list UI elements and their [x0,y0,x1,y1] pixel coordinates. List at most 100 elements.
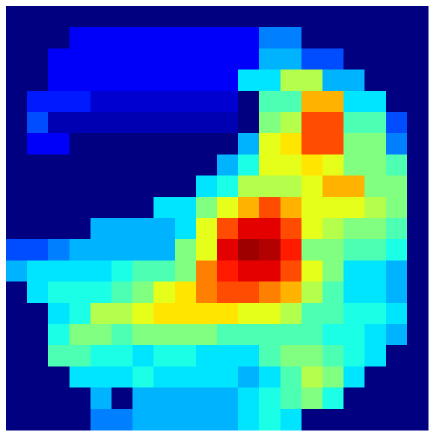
heatmap-cell [90,69,112,92]
heatmap-cell [195,27,218,49]
heatmap-cell [174,260,197,283]
heatmap-cell [343,281,366,304]
heatmap-cell [111,408,134,431]
heatmap-cell [111,112,134,134]
heatmap-cell [6,408,28,431]
heatmap-cell [238,408,260,431]
heatmap-cell [174,218,197,240]
heatmap-cell [238,345,260,367]
heatmap-cell [174,281,197,304]
heatmap-cell [322,218,345,240]
heatmap-cell [406,345,429,367]
heatmap-cell [174,408,197,431]
heatmap-cell [322,302,345,325]
heatmap-cell [90,133,112,155]
heatmap-cell [132,345,155,367]
heatmap-cell [385,239,408,261]
heatmap-cell [153,27,176,49]
heatmap-cell [195,133,218,155]
heatmap-cell [280,196,302,219]
heatmap-cell [132,260,155,283]
heatmap-cell [364,175,387,198]
heatmap-cell [174,48,197,71]
heatmap-cell [195,260,218,283]
heatmap-cell [174,112,197,134]
heatmap-cell [280,175,302,198]
heatmap-cell [238,260,260,283]
heatmap-cell [406,239,429,261]
heatmap-cell [280,302,302,325]
heatmap-cell [6,366,28,389]
heatmap-cell [153,324,176,346]
heatmap-cell [301,133,323,155]
heatmap-cell [6,324,28,346]
heatmap-cell [111,27,134,49]
heatmap-cell [322,133,345,155]
heatmap-cell [217,154,239,177]
heatmap-cell [217,175,239,198]
heatmap-cell [69,90,91,113]
heatmap-cell [385,260,408,283]
heatmap-cell [27,281,49,304]
heatmap-cell [322,6,345,28]
heatmap-cell [90,366,112,389]
heatmap-cell [364,387,387,410]
heatmap-cell [280,154,302,177]
heatmap-cell [153,90,176,113]
heatmap-cell [90,218,112,240]
heatmap-cell [343,218,366,240]
heatmap-cell [48,196,70,219]
heatmap-cell [385,302,408,325]
heatmap-cell [301,387,323,410]
heatmap-cell [217,218,239,240]
heatmap-cell [69,154,91,177]
heatmap-cell [174,239,197,261]
heatmap-cell [259,239,281,261]
heatmap-cell [385,387,408,410]
heatmap-cell [195,69,218,92]
heatmap-cell [69,175,91,198]
heatmap-cell [301,239,323,261]
heatmap-cell [132,6,155,28]
heatmap-cell [195,196,218,219]
heatmap-cell [111,6,134,28]
heatmap-cell [280,69,302,92]
heatmap-cell [174,69,197,92]
heatmap-cell [90,260,112,283]
heatmap-cell [238,69,260,92]
heatmap-cell [132,27,155,49]
heatmap-cell [111,69,134,92]
heatmap-cell [406,302,429,325]
heatmap-cell [343,69,366,92]
heatmap-cell [301,345,323,367]
heatmap-cell [111,324,134,346]
heatmap-cell [195,218,218,240]
heatmap-cell [364,260,387,283]
heatmap-cell [27,345,49,367]
heatmap-cell [6,69,28,92]
heatmap-cell [301,175,323,198]
heatmap-cell [259,27,281,49]
heatmap-cell [90,196,112,219]
heatmap-cell [259,324,281,346]
heatmap-cell [6,154,28,177]
heatmap-cell [301,324,323,346]
heatmap-cell [132,387,155,410]
heatmap-cell [153,281,176,304]
heatmap-cell [6,281,28,304]
heatmap-cell [280,387,302,410]
heatmap-cell [259,366,281,389]
heatmap-cell [48,154,70,177]
heatmap-cell [111,154,134,177]
heatmap-cell [385,196,408,219]
heatmap-cell [90,175,112,198]
heatmap-cell [174,154,197,177]
heatmap-cell [385,408,408,431]
heatmap-cell [153,218,176,240]
heatmap-cell [280,324,302,346]
heatmap-cell [238,27,260,49]
heatmap-cell [343,48,366,71]
heatmap-cell [90,408,112,431]
heatmap-cell [132,218,155,240]
